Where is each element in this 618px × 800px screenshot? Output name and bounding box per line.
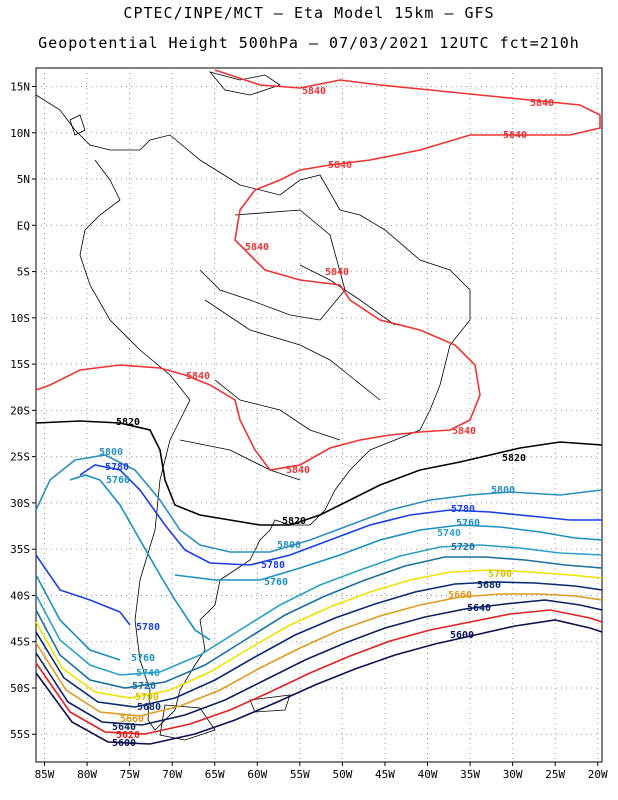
coastlines bbox=[35, 71, 471, 741]
lon-tick-label: 20W bbox=[588, 768, 608, 781]
label-5840: 5840 bbox=[328, 160, 352, 171]
contour-5800 bbox=[35, 454, 603, 553]
label-5740: 5740 bbox=[437, 528, 461, 539]
label-5820: 5820 bbox=[502, 453, 526, 464]
axis-ticks: 15N 10N 5N EQ 5S 10S 15S 20S 25S 30S 35S 40S 45S 50S 5… bbox=[10, 81, 608, 781]
contour-5700 bbox=[35, 569, 603, 699]
lat-tick-label: 20S bbox=[10, 404, 30, 417]
lat-tick-label: 25S bbox=[10, 451, 30, 464]
label-5620: 5620 bbox=[116, 730, 140, 741]
label-5720: 5720 bbox=[132, 681, 156, 692]
grid-lines bbox=[36, 68, 602, 762]
label-5720: 5720 bbox=[451, 542, 475, 553]
contour-5600 bbox=[35, 619, 603, 745]
label-5820: 5820 bbox=[282, 516, 306, 527]
label-5840: 5840 bbox=[530, 98, 554, 109]
contour-5820 bbox=[35, 420, 603, 526]
lon-tick-label: 80W bbox=[77, 768, 97, 781]
label-5700: 5700 bbox=[135, 692, 159, 703]
contour-5740 bbox=[35, 544, 603, 676]
contour-5620 bbox=[35, 609, 603, 735]
lon-tick-label: 60W bbox=[247, 768, 267, 781]
label-5780: 5780 bbox=[105, 462, 129, 473]
lon-tick-label: 85W bbox=[35, 768, 55, 781]
label-5840: 5840 bbox=[286, 465, 310, 476]
label-5780: 5780 bbox=[451, 504, 475, 515]
label-5640: 5640 bbox=[112, 722, 136, 733]
lat-tick-label: EQ bbox=[17, 219, 30, 232]
lon-tick-label: 25W bbox=[545, 768, 565, 781]
lat-tick-label: 40S bbox=[10, 589, 30, 602]
contour-labels: 5840 5840 5840 5840 5840 5840 5840 5840 … bbox=[99, 86, 554, 749]
chart-title: CPTEC/INPE/MCT – Eta Model 15km – GFS bbox=[123, 4, 495, 22]
label-5780: 5780 bbox=[261, 560, 285, 571]
contour-5720 bbox=[35, 556, 603, 689]
lat-tick-label: 10S bbox=[10, 312, 30, 325]
lon-tick-label: 75W bbox=[120, 768, 140, 781]
contour-5680 bbox=[35, 581, 603, 708]
label-5780: 5780 bbox=[136, 622, 160, 633]
label-5800: 5800 bbox=[99, 447, 123, 458]
lon-tick-label: 30W bbox=[503, 768, 523, 781]
lat-tick-label: 10N bbox=[10, 127, 30, 140]
contour-5840-north bbox=[35, 69, 601, 471]
contour-5760 bbox=[35, 474, 603, 661]
label-5820: 5820 bbox=[116, 417, 140, 428]
label-5840: 5840 bbox=[503, 130, 527, 141]
lat-tick-label: 35S bbox=[10, 543, 30, 556]
lon-tick-label: 55W bbox=[290, 768, 310, 781]
lat-tick-label: 5S bbox=[17, 266, 30, 279]
label-5680: 5680 bbox=[137, 702, 161, 713]
lon-tick-label: 40W bbox=[418, 768, 438, 781]
lat-tick-label: 15S bbox=[10, 358, 30, 371]
label-5760: 5760 bbox=[264, 577, 288, 588]
label-5760: 5760 bbox=[106, 475, 130, 486]
label-5760: 5760 bbox=[131, 653, 155, 664]
label-5840: 5840 bbox=[452, 426, 476, 437]
lat-tick-label: 15N bbox=[10, 81, 30, 94]
lon-tick-label: 35W bbox=[460, 768, 480, 781]
label-5600: 5600 bbox=[112, 738, 136, 749]
label-5640: 5640 bbox=[467, 603, 491, 614]
lat-tick-label: 5N bbox=[17, 173, 30, 186]
label-5840: 5840 bbox=[186, 371, 210, 382]
lat-tick-label: 30S bbox=[10, 497, 30, 510]
label-5840: 5840 bbox=[245, 242, 269, 253]
lat-tick-label: 45S bbox=[10, 636, 30, 649]
label-5660: 5660 bbox=[120, 714, 144, 725]
label-5680: 5680 bbox=[477, 580, 501, 591]
contour-5780 bbox=[35, 464, 602, 626]
label-5700: 5700 bbox=[488, 569, 512, 580]
label-5840: 5840 bbox=[302, 86, 326, 97]
label-5840: 5840 bbox=[325, 267, 349, 278]
contours bbox=[35, 69, 603, 745]
lon-tick-label: 50W bbox=[332, 768, 352, 781]
lon-tick-label: 70W bbox=[162, 768, 182, 781]
label-5600: 5600 bbox=[450, 630, 474, 641]
lat-tick-label: 55S bbox=[10, 728, 30, 741]
label-5800: 5800 bbox=[277, 540, 301, 551]
map-frame bbox=[35, 67, 603, 763]
label-5740: 5740 bbox=[136, 668, 160, 679]
contour-5660 bbox=[35, 593, 603, 717]
chart-subtitle: Geopotential Height 500hPa – 07/03/2021 … bbox=[38, 34, 580, 52]
lat-tick-label: 50S bbox=[10, 682, 30, 695]
label-5800: 5800 bbox=[491, 485, 515, 496]
contour-5640 bbox=[35, 599, 603, 726]
lon-tick-label: 65W bbox=[205, 768, 225, 781]
lon-tick-label: 45W bbox=[375, 768, 395, 781]
label-5660: 5660 bbox=[448, 590, 472, 601]
label-5760: 5760 bbox=[456, 518, 480, 529]
